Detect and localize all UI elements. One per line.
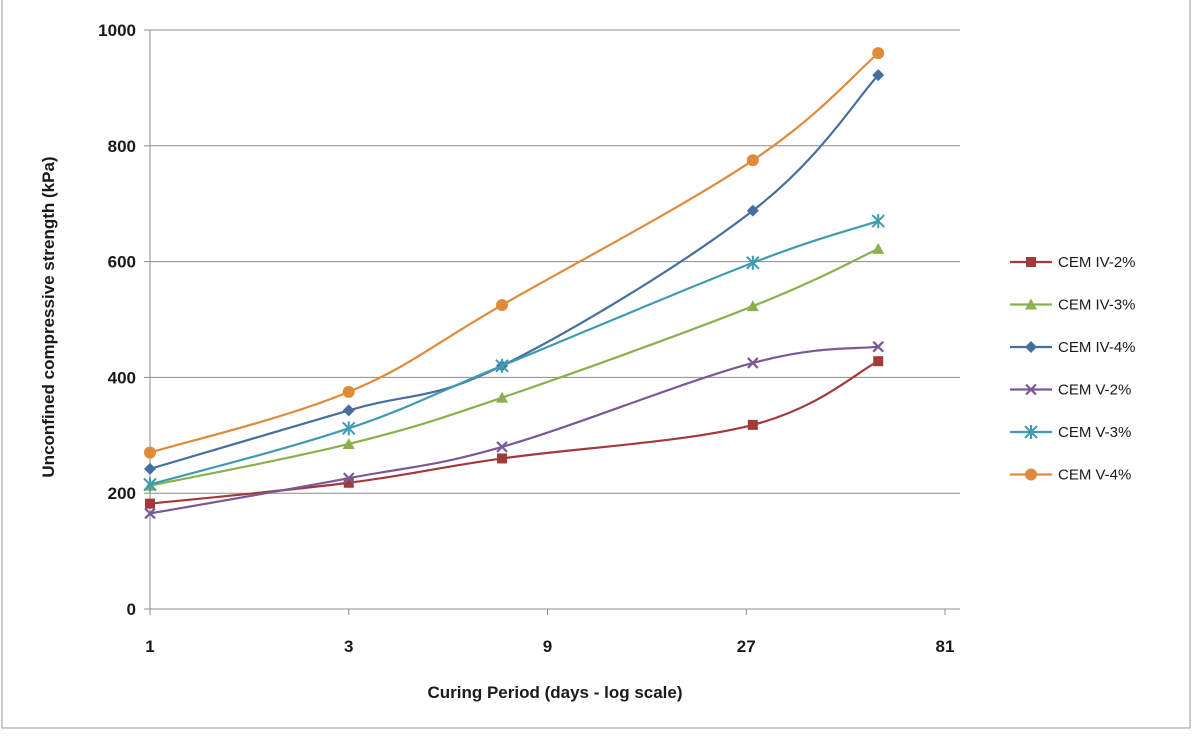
data-point-4-2	[495, 358, 509, 373]
data-point-0-3	[747, 419, 758, 430]
legend-marker-5	[1025, 468, 1037, 481]
series-group	[143, 47, 885, 520]
legend-item-2: CEM IV-4%	[1010, 339, 1136, 356]
legend-label-3: CEM V-2%	[1058, 382, 1131, 399]
data-point-1-4	[872, 242, 885, 254]
legend-item-5: CEM V-4%	[1010, 467, 1131, 484]
legend-marker-1	[1025, 298, 1037, 310]
series-3	[144, 340, 885, 520]
y-tick-label-1000: 1000	[98, 21, 136, 40]
series-4	[143, 214, 885, 492]
legend-label-0: CEM IV-2%	[1058, 254, 1136, 271]
data-point-3-1	[342, 472, 355, 484]
data-point-2-1	[342, 404, 355, 417]
series-5	[144, 47, 885, 459]
legend: CEM IV-2% CEM IV-3% CEM IV-4% CEM V-2% CEM V…	[1010, 254, 1136, 484]
data-point-5-0	[144, 446, 156, 459]
data-point-3-4	[872, 340, 885, 353]
data-point-5-3	[746, 154, 759, 167]
data-point-5-2	[496, 299, 509, 312]
x-tick-label-27: 27	[737, 637, 756, 656]
data-point-5-4	[872, 47, 885, 60]
data-point-3-0	[144, 507, 156, 520]
data-point-0-2	[497, 453, 508, 464]
legend-marker-2	[1025, 341, 1037, 353]
legend-item-3: CEM V-2%	[1010, 382, 1131, 399]
data-point-2-0	[144, 462, 156, 475]
legend-label-2: CEM IV-4%	[1058, 339, 1136, 356]
y-tick-label-800: 800	[108, 137, 136, 156]
data-point-0-1	[343, 477, 354, 488]
y-tick-label-200: 200	[108, 484, 136, 503]
data-point-4-3	[746, 255, 760, 270]
x-axis-title: Curing Period (days - log scale)	[427, 683, 682, 702]
legend-item-4: CEM V-3%	[1010, 424, 1131, 441]
legend-item-1: CEM IV-3%	[1010, 297, 1136, 314]
data-point-0-4	[873, 356, 884, 367]
y-tick-label-0: 0	[127, 600, 136, 619]
data-point-4-4	[871, 214, 885, 229]
x-tick-label-1: 1	[145, 637, 154, 656]
y-axis-title: Unconfined compressive strength (kPa)	[39, 156, 58, 477]
legend-item-0: CEM IV-2%	[1010, 254, 1136, 271]
data-point-0-0	[145, 498, 155, 509]
legend-label-1: CEM IV-3%	[1058, 297, 1136, 314]
data-point-4-0	[143, 477, 157, 492]
data-point-1-3	[746, 300, 759, 312]
data-point-1-2	[496, 391, 509, 403]
data-point-3-3	[747, 357, 759, 369]
gridlines	[150, 29, 960, 494]
legend-marker-3	[1025, 383, 1037, 396]
y-tick-label-600: 600	[108, 253, 136, 272]
data-point-3-2	[496, 441, 508, 453]
x-tick-label-81: 81	[936, 637, 955, 656]
legend-label-4: CEM V-3%	[1058, 424, 1131, 441]
x-tick-label-3: 3	[344, 637, 353, 656]
legend-marker-0	[1026, 257, 1036, 267]
axes: 0 200 400 600 800 1000 1 3 9 27 81	[98, 21, 960, 656]
data-point-5-1	[342, 385, 355, 398]
legend-label-5: CEM V-4%	[1058, 467, 1131, 484]
data-point-4-1	[342, 421, 356, 436]
data-point-1-1	[342, 437, 355, 449]
y-tick-label-400: 400	[108, 368, 136, 387]
legend-marker-4	[1024, 425, 1038, 439]
x-tick-label-9: 9	[543, 637, 552, 656]
data-point-2-3	[746, 204, 759, 217]
data-point-2-4	[872, 69, 885, 82]
